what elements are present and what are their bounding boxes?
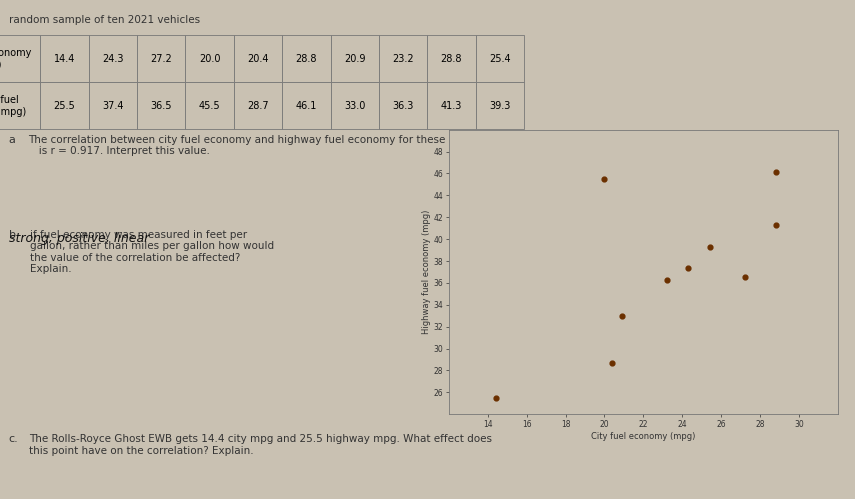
Text: c.: c. [9, 434, 18, 444]
Point [738, 273, 752, 281]
Text: The Rolls-Royce Ghost EWB gets 14.4 city mpg and 25.5 highway mpg. What effect d: The Rolls-Royce Ghost EWB gets 14.4 city… [29, 434, 492, 456]
Point [489, 394, 503, 402]
Y-axis label: Highway fuel economy (mpg): Highway fuel economy (mpg) [422, 210, 431, 334]
Point [769, 221, 782, 229]
Text: The correlation between city fuel economy and highway fuel economy for these 10 : The correlation between city fuel econom… [28, 135, 509, 156]
Text: if fuel economy was measured in feet per
gallon, rather than miles per gallon ho: if fuel economy was measured in feet per… [30, 230, 274, 274]
Point [681, 263, 695, 271]
Text: strong, positive, linear: strong, positive, linear [9, 232, 149, 245]
Text: b: b [9, 230, 15, 240]
Point [769, 169, 782, 177]
Point [605, 359, 619, 367]
Point [703, 243, 716, 251]
Point [598, 175, 611, 183]
Point [660, 275, 674, 283]
Text: a: a [9, 135, 15, 145]
Point [615, 312, 628, 320]
Text: random sample of ten 2021 vehicles: random sample of ten 2021 vehicles [9, 15, 200, 25]
X-axis label: City fuel economy (mpg): City fuel economy (mpg) [591, 432, 696, 441]
